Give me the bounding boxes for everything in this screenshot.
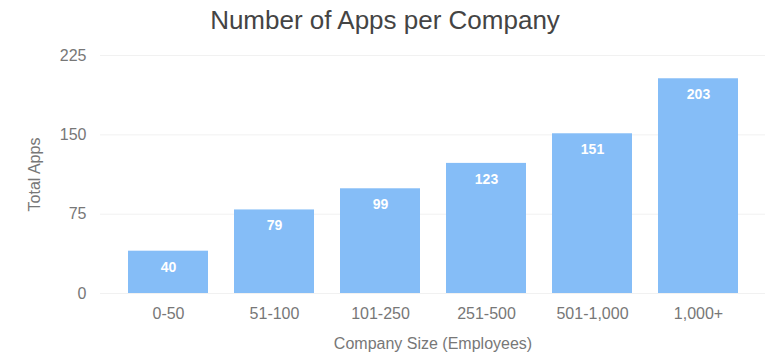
svg-text:79: 79 [267,217,283,233]
svg-text:Company Size (Employees): Company Size (Employees) [334,335,532,352]
svg-text:51-100: 51-100 [250,305,300,322]
svg-text:1,000+: 1,000+ [674,305,723,322]
svg-text:151: 151 [581,141,605,157]
svg-text:0: 0 [78,285,87,302]
svg-text:75: 75 [69,205,87,222]
svg-text:123: 123 [475,171,499,187]
svg-text:Total Apps: Total Apps [26,138,43,212]
svg-text:150: 150 [60,126,87,143]
html-text:Number of Apps per Company: Number of Apps per Company [210,5,560,35]
svg-text:203: 203 [687,86,711,102]
svg-text:225: 225 [60,47,87,64]
svg-text:0-50: 0-50 [152,305,184,322]
svg-text:99: 99 [373,196,389,212]
svg-text:501-1,000: 501-1,000 [556,305,628,322]
svg-text:101-250: 101-250 [351,305,410,322]
svg-text:251-500: 251-500 [457,305,516,322]
svg-text:40: 40 [161,259,177,275]
